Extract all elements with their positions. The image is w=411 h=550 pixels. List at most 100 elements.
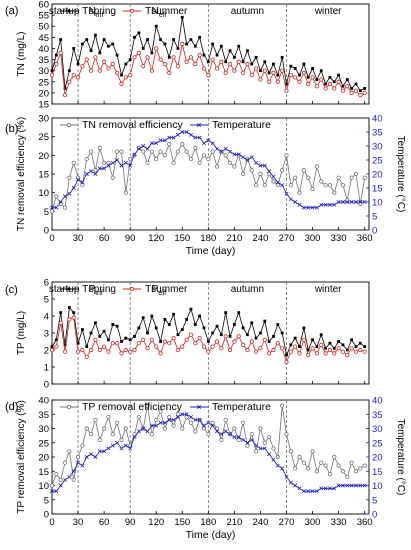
data-point: [236, 437, 241, 442]
data-point: [128, 163, 133, 168]
data-point: [215, 324, 219, 328]
data-point: [58, 483, 63, 488]
data-point: [349, 90, 354, 95]
series-1: [49, 41, 367, 98]
x-tick-label: 210: [226, 517, 242, 528]
data-point: [210, 149, 215, 154]
data-point: [306, 489, 311, 494]
y-tick-label: 5: [44, 207, 49, 218]
data-point: [141, 149, 146, 154]
data-point: [193, 429, 198, 434]
data-point: [197, 53, 202, 58]
data-point: [49, 483, 55, 488]
data-point: [54, 338, 58, 342]
data-point: [88, 68, 94, 73]
y2-tick-label: 10: [372, 198, 383, 209]
y-tick-label: 30: [38, 114, 49, 125]
x-tick-label: 270: [279, 233, 295, 244]
data-point: [145, 160, 150, 165]
data-point: [184, 130, 189, 134]
data-point: [246, 333, 249, 337]
data-point: [89, 452, 94, 457]
data-point: [50, 489, 54, 494]
x-tick-label: 90: [125, 517, 136, 528]
data-point: [280, 68, 285, 73]
y2-tick-label: 40: [372, 396, 383, 407]
data-point: [284, 359, 289, 364]
data-point: [210, 420, 215, 425]
data-point: [102, 59, 107, 64]
y2-tick-label: 25: [372, 156, 383, 167]
data-point: [241, 155, 246, 160]
data-point: [275, 183, 280, 188]
data-point: [341, 84, 345, 88]
y2-tick-label: 5: [372, 495, 377, 506]
data-point: [189, 38, 193, 41]
data-point: [197, 335, 202, 341]
data-point: [224, 60, 228, 64]
data-point: [80, 180, 85, 185]
data-point: [358, 466, 363, 471]
data-point: [275, 79, 280, 84]
data-point: [227, 347, 233, 353]
x-tick-label: 180: [200, 233, 216, 244]
data-point: [189, 307, 193, 311]
data-point: [132, 347, 137, 353]
y2-tick-label: 20: [372, 170, 383, 181]
data-point: [301, 205, 306, 210]
data-point: [71, 477, 76, 482]
legend-series-name: TP removal efficiency: [82, 401, 183, 413]
data-point: [323, 183, 328, 188]
data-point: [237, 44, 241, 48]
legend-series-subscript: eff: [158, 290, 166, 297]
data-point: [340, 200, 345, 204]
data-point: [89, 49, 93, 53]
legend-marker: [129, 8, 135, 14]
y2-axis-title: Temperature (°C): [395, 419, 406, 496]
y2-tick-label: 25: [372, 438, 383, 449]
y-tick-label: 0: [44, 226, 49, 237]
data-point: [284, 432, 289, 437]
legend-series-name: Temperature: [212, 401, 271, 413]
data-point: [162, 138, 167, 143]
data-point: [198, 35, 202, 39]
data-point: [306, 75, 310, 79]
data-point: [271, 347, 276, 353]
data-point: [80, 328, 84, 331]
season-label: autumn: [231, 6, 264, 17]
data-point: [107, 338, 110, 342]
x-tick-label: 210: [226, 233, 242, 244]
data-point: [119, 163, 124, 168]
data-point: [336, 79, 341, 84]
data-point: [293, 200, 298, 204]
data-point: [245, 443, 250, 448]
season-label: summer: [151, 284, 188, 295]
data-point: [62, 349, 68, 354]
data-point: [149, 432, 154, 437]
data-point: [288, 183, 293, 188]
data-point: [288, 449, 293, 454]
legend-series-name: TP: [82, 283, 95, 295]
data-point: [245, 440, 250, 445]
data-point: [236, 152, 241, 157]
x-tick-label: 120: [148, 517, 164, 528]
data-point: [184, 412, 189, 417]
data-point: [314, 489, 319, 494]
data-point: [310, 186, 315, 192]
legend-series-name: TN: [145, 5, 159, 17]
data-point: [149, 141, 154, 146]
data-point: [319, 342, 324, 347]
data-point: [115, 440, 120, 445]
data-point: [353, 483, 358, 488]
data-point: [345, 348, 349, 352]
data-point: [188, 55, 194, 60]
data-point: [84, 455, 89, 459]
data-point: [240, 420, 246, 425]
data-point: [193, 145, 198, 150]
data-point: [319, 179, 324, 184]
plot-frame: [51, 3, 370, 105]
x-tick-label: 330: [331, 233, 347, 244]
data-point: [271, 174, 276, 179]
data-point: [150, 314, 154, 318]
data-point: [180, 142, 185, 147]
